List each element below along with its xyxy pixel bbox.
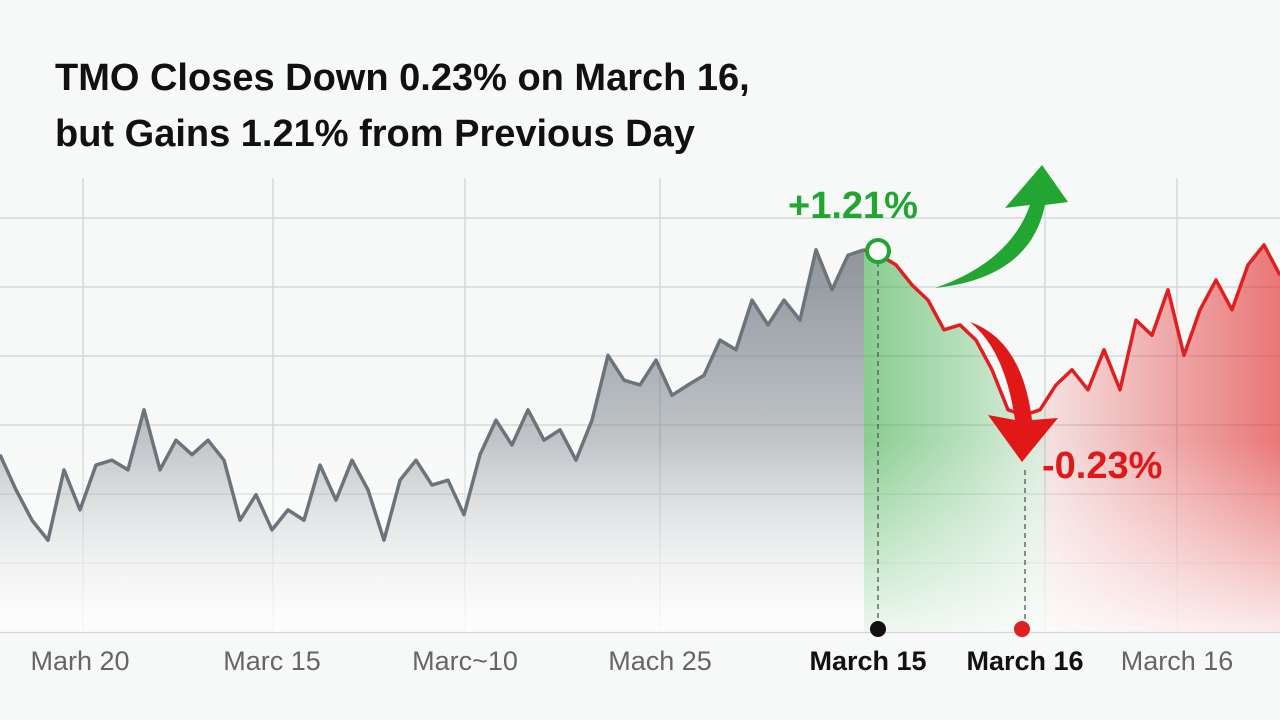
x-tick-label: Marh 20 [30,646,129,676]
fade [0,440,1280,632]
x-tick-label: Marc~10 [412,646,518,676]
chart-title: but Gains 1.21% from Previous Day [55,113,695,155]
x-tick-label: March 16 [966,646,1083,676]
x-tick-label: March 16 [1121,646,1234,676]
x-tick-label: March 15 [809,646,926,676]
line-series [863,243,1280,418]
annotation: -0.23% [1042,445,1162,487]
annotation: +1.21% [788,185,918,227]
x-tick-label: Mach 25 [608,646,712,676]
x-tick-label: Marc 15 [223,646,321,676]
chart-title: TMO Closes Down 0.23% on March 16, [55,57,750,99]
line-series [0,247,865,542]
annotations-decor [865,165,1068,637]
